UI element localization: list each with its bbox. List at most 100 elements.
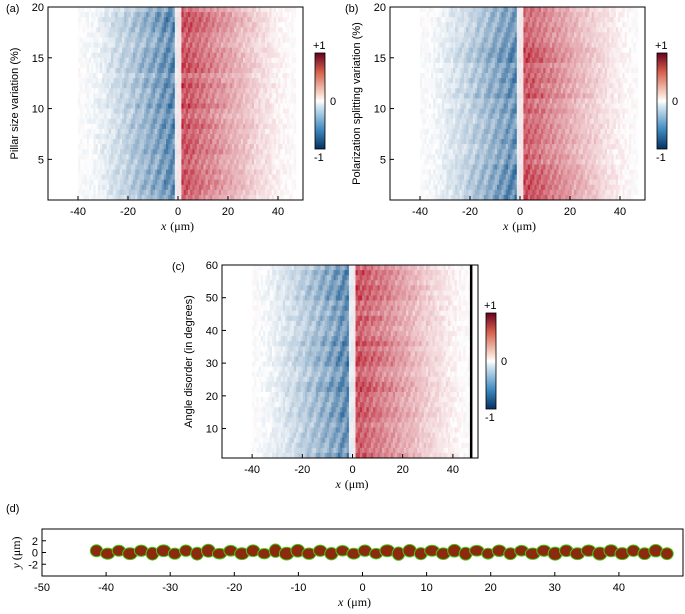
heatmap-cell (571, 62, 575, 69)
heatmap-cell (446, 62, 449, 69)
heatmap-cell (556, 62, 559, 69)
heatmap-cell (536, 42, 540, 48)
heatmap-cell (122, 154, 125, 160)
heatmap-cell (225, 52, 228, 59)
heatmap-cell (185, 139, 189, 145)
heatmap-cell (483, 47, 487, 54)
heatmap-cell (633, 37, 636, 43)
heatmap-cell (207, 139, 211, 145)
heatmap-cell (249, 189, 253, 196)
heatmap-cell (201, 144, 204, 150)
heatmap-cell (150, 22, 154, 28)
heatmap-cell (190, 7, 193, 13)
heatmap-cell (269, 7, 272, 13)
heatmap-cell (232, 32, 235, 38)
heatmap-cell (633, 17, 636, 23)
heatmap-cell (289, 139, 292, 145)
heatmap-cell (144, 42, 147, 48)
heatmap-cell (141, 123, 145, 130)
heatmap-cell (604, 37, 608, 43)
heatmap-cell (622, 47, 625, 54)
heatmap-cell (122, 133, 125, 140)
heatmap-cell (93, 62, 96, 69)
heatmap-cell (251, 128, 255, 135)
heatmap-cell (287, 139, 290, 145)
heatmap-cell (470, 7, 474, 13)
heatmap-cell (505, 62, 509, 69)
heatmap-cell (574, 62, 577, 69)
heatmap-cell (278, 108, 281, 114)
heatmap-cell (163, 113, 167, 120)
heatmap-cell (185, 164, 189, 170)
heatmap-cell (426, 7, 430, 13)
heatmap-cell (84, 83, 88, 89)
heatmap-cell (115, 189, 118, 196)
heatmap-cell (260, 179, 264, 186)
heatmap-cell (168, 52, 171, 59)
heatmap-cell (267, 159, 270, 165)
heatmap-cell (115, 83, 118, 89)
heatmap-cell (179, 98, 182, 104)
heatmap-cell (291, 62, 294, 69)
heatmap-cell (155, 133, 158, 140)
heatmap-cell (170, 22, 173, 28)
heatmap-cell (280, 93, 283, 99)
heatmap-cell (113, 174, 116, 180)
heatmap-cell (146, 133, 149, 140)
heatmap-cell (483, 22, 487, 28)
heatmap-cell (227, 52, 231, 59)
heatmap-cell (260, 17, 264, 23)
heatmap-cell (225, 7, 228, 13)
heatmap-cell (199, 123, 202, 130)
heatmap-cell (234, 139, 237, 145)
heatmap-cell (196, 62, 200, 69)
heatmap-cell (284, 27, 288, 33)
heatmap-cell (139, 98, 143, 104)
colorbar-mid-a: 0 (330, 96, 336, 108)
heatmap-cell (157, 169, 160, 175)
heatmap-cell (106, 103, 110, 109)
heatmap-cell (128, 7, 132, 13)
heatmap-cell (212, 108, 215, 114)
heatmap-cell (212, 47, 215, 54)
heatmap-cell (148, 133, 151, 140)
heatmap-cell (168, 47, 171, 54)
heatmap-cell (212, 164, 215, 170)
heatmap-cell (84, 88, 88, 94)
heatmap-cell (139, 37, 143, 43)
heatmap-cell (492, 27, 496, 33)
heatmap-cell (276, 159, 279, 165)
heatmap-cell (240, 47, 244, 54)
heatmap-cell (102, 103, 105, 109)
heatmap-cell (291, 194, 294, 201)
heatmap-cell (106, 52, 110, 59)
heatmap-cell (631, 57, 634, 64)
heatmap-cell (547, 22, 551, 28)
heatmap-cell (262, 118, 266, 125)
heatmap-cell (86, 88, 90, 94)
heatmap-cell (574, 42, 577, 48)
heatmap-cell (216, 98, 220, 104)
heatmap-cell (236, 88, 239, 94)
heatmap-cell (510, 12, 513, 18)
heatmap-cell (497, 57, 500, 64)
heatmap-cell (479, 52, 482, 59)
heatmap-cell (273, 78, 277, 84)
heatmap-cell (218, 184, 222, 191)
heatmap-cell (479, 7, 482, 13)
heatmap-cell (133, 164, 136, 170)
heatmap-cell (620, 37, 623, 43)
heatmap-cell (243, 62, 246, 69)
heatmap-cell (547, 42, 551, 48)
y-tick-label: 20 (32, 2, 44, 14)
panel-label-a: (a) (6, 3, 19, 15)
heatmap-cell (196, 42, 200, 48)
heatmap-cell (148, 179, 151, 186)
heatmap-cell (89, 118, 92, 125)
heatmap-cell (161, 62, 165, 69)
heatmap-cell (185, 128, 189, 135)
heatmap-cell (229, 103, 233, 109)
heatmap-cell (168, 174, 171, 180)
heatmap-cell (84, 139, 88, 145)
heatmap-cell (223, 179, 226, 186)
